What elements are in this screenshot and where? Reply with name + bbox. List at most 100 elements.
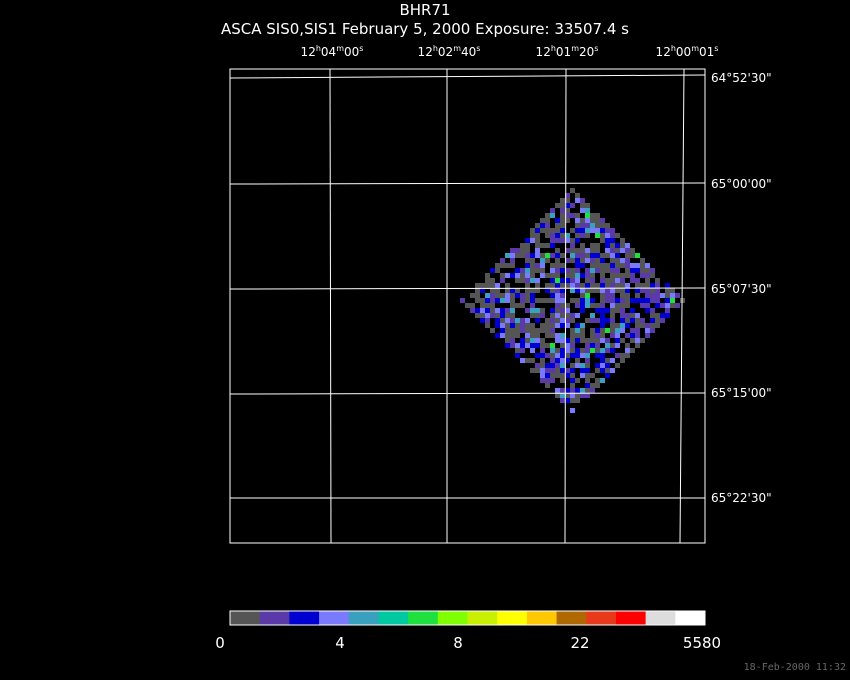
image-pixel <box>610 243 615 248</box>
image-pixel <box>530 368 535 373</box>
image-pixel <box>525 278 530 283</box>
image-pixel <box>490 268 495 273</box>
image-pixel <box>560 378 565 383</box>
image-pixel <box>545 333 550 338</box>
colorbar-swatch <box>645 611 676 625</box>
grid-line <box>229 182 706 185</box>
image-pixel <box>595 348 600 353</box>
image-pixel <box>575 323 580 328</box>
image-pixel <box>560 308 565 313</box>
image-pixel <box>565 238 570 243</box>
image-pixel <box>605 253 610 258</box>
image-pixel <box>595 258 600 263</box>
image-pixel <box>625 253 630 258</box>
image-pixel <box>600 268 605 273</box>
image-pixel <box>500 333 505 338</box>
image-pixel <box>540 223 545 228</box>
image-pixel <box>535 268 540 273</box>
image-pixel <box>595 328 600 333</box>
image-pixel <box>560 278 565 283</box>
image-pixel <box>565 213 570 218</box>
image-pixel <box>600 223 605 228</box>
image-pixel <box>530 278 535 283</box>
image-pixel <box>555 253 560 258</box>
image-pixel <box>575 198 580 203</box>
image-pixel <box>590 328 595 333</box>
image-pixel <box>605 348 610 353</box>
image-pixel <box>645 263 650 268</box>
image-pixel <box>650 323 655 328</box>
image-pixel <box>660 318 665 323</box>
colorbar-frame <box>229 610 706 626</box>
image-pixel <box>650 313 655 318</box>
image-pixel <box>540 343 545 348</box>
image-pixel <box>580 293 585 298</box>
image-pixel <box>595 223 600 228</box>
image-pixel <box>570 243 575 248</box>
image-pixel <box>575 253 580 258</box>
image-pixel <box>620 328 625 333</box>
image-pixel <box>490 278 495 283</box>
image-pixel <box>590 243 595 248</box>
image-pixel <box>555 303 560 308</box>
image-pixel <box>555 288 560 293</box>
image-pixel <box>555 258 560 263</box>
image-pixel <box>590 248 595 253</box>
image-pixel <box>565 353 570 358</box>
image-pixel <box>575 283 580 288</box>
colorbar-label: 8 <box>453 634 463 652</box>
image-pixel <box>650 318 655 323</box>
image-pixel <box>610 313 615 318</box>
image-pixel <box>670 303 675 308</box>
image-pixel <box>570 188 575 193</box>
image-pixel <box>605 288 610 293</box>
image-pixel <box>555 278 560 283</box>
image-pixel <box>495 318 500 323</box>
image-pixel <box>525 248 530 253</box>
image-pixel <box>655 313 660 318</box>
image-pixel <box>540 273 545 278</box>
image-pixel <box>545 318 550 323</box>
image-pixel <box>560 303 565 308</box>
image-pixel <box>575 278 580 283</box>
image-pixel <box>575 288 580 293</box>
image-pixel <box>485 273 490 278</box>
image-pixel <box>540 228 545 233</box>
image-pixel <box>575 238 580 243</box>
image-pixel <box>610 263 615 268</box>
image-pixel <box>645 278 650 283</box>
image-pixel <box>605 368 610 373</box>
colorbar-swatch <box>615 611 647 625</box>
image-pixel <box>510 273 515 278</box>
image-pixel <box>550 253 555 258</box>
image-pixel <box>590 228 595 233</box>
image-pixel <box>485 283 490 288</box>
image-pixel <box>620 273 625 278</box>
image-pixel <box>585 293 590 298</box>
image-pixel <box>635 323 640 328</box>
image-pixel <box>610 333 615 338</box>
ra-tick-label: 12h01m20s <box>535 44 599 59</box>
image-pixel <box>620 353 625 358</box>
image-pixel <box>510 303 515 308</box>
image-pixel <box>530 268 535 273</box>
image-pixel <box>505 253 510 258</box>
image-pixel <box>585 343 590 348</box>
image-pixel <box>615 248 620 253</box>
grid-line <box>679 68 685 544</box>
image-pixel <box>485 303 490 308</box>
image-pixel <box>495 283 500 288</box>
image-pixel <box>550 228 555 233</box>
image-pixel <box>530 288 535 293</box>
image-pixel <box>590 268 595 273</box>
image-pixel <box>540 268 545 273</box>
image-pixel <box>640 298 645 303</box>
image-pixel <box>570 363 575 368</box>
image-pixel <box>595 383 600 388</box>
image-pixel <box>490 288 495 293</box>
image-pixel <box>535 338 540 343</box>
image-pixel <box>585 318 590 323</box>
image-pixel <box>600 293 605 298</box>
image-pixel <box>670 293 675 298</box>
image-pixel <box>605 343 610 348</box>
